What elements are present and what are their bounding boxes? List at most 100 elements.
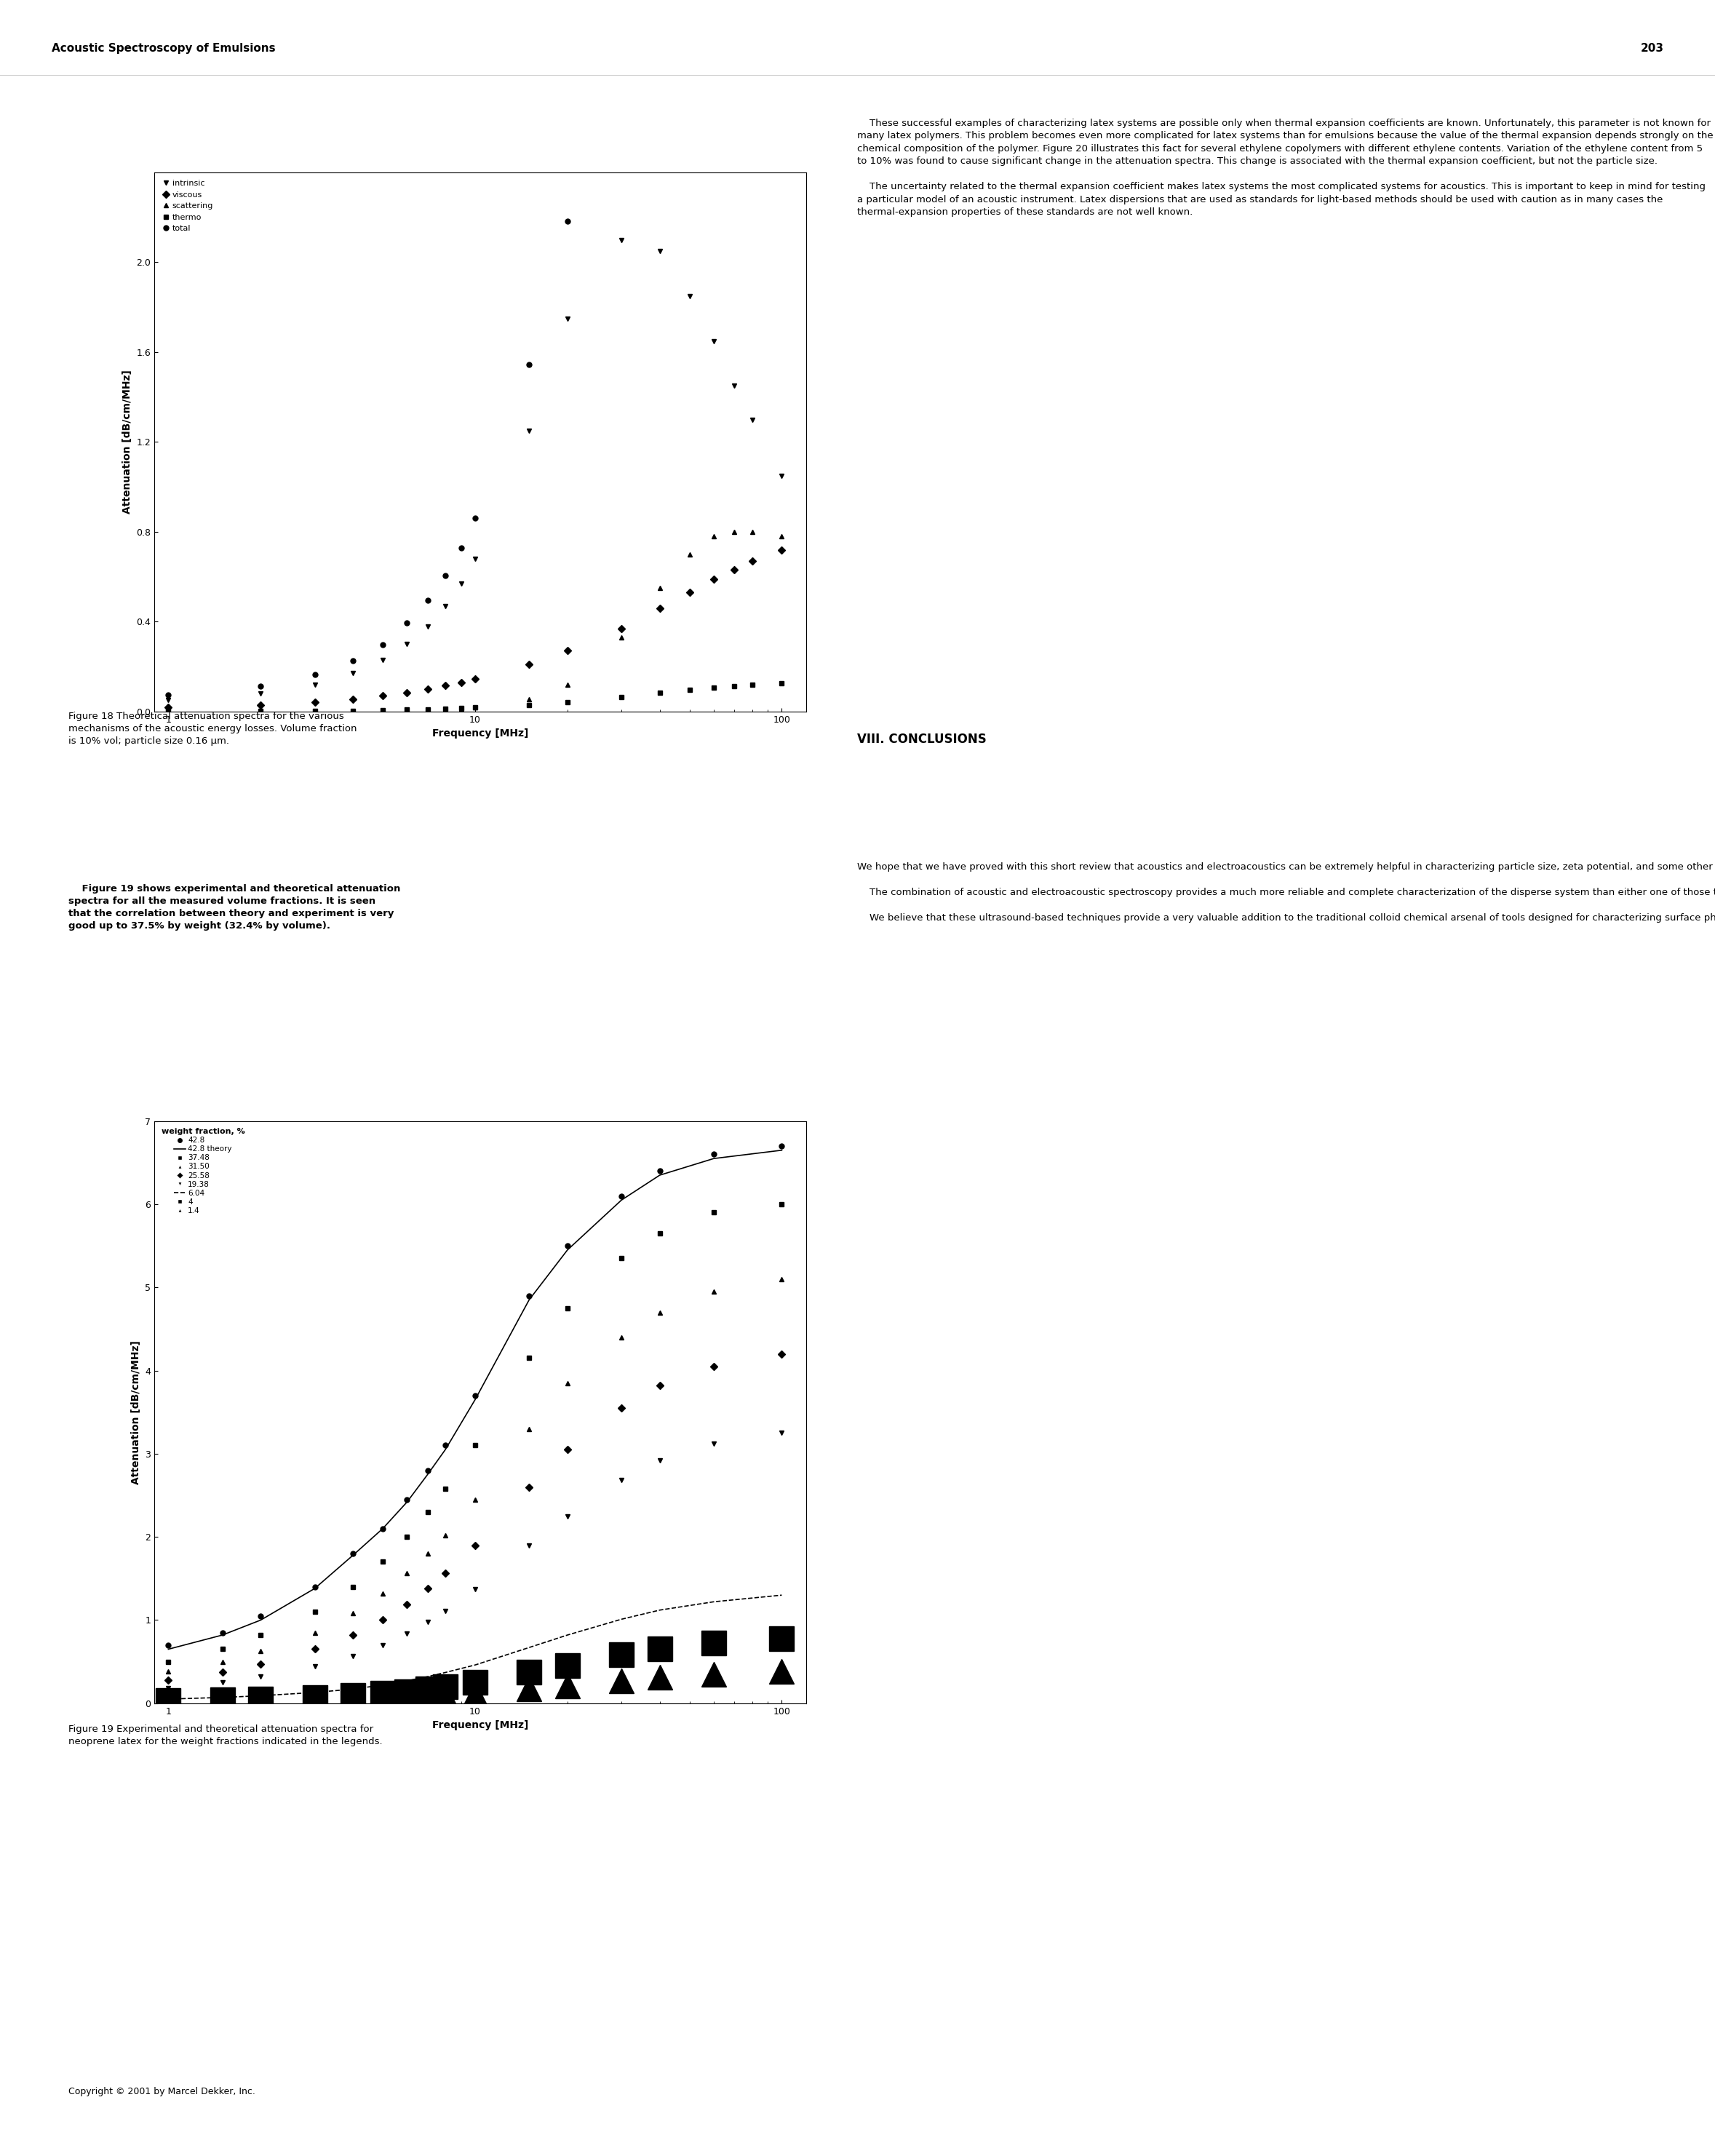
1.4 xyxy=(465,1682,485,1708)
intrinsic xyxy=(611,226,631,252)
31.50 xyxy=(436,1522,456,1548)
viscous xyxy=(772,537,792,563)
Line: 19.38: 19.38 xyxy=(166,1429,784,1690)
42.8 theory xyxy=(343,1542,364,1567)
6.04 xyxy=(158,1686,178,1712)
6.04 xyxy=(557,1621,578,1647)
6.04 xyxy=(417,1664,437,1690)
19.38 xyxy=(465,1576,485,1602)
thermo xyxy=(520,692,540,718)
31.50 xyxy=(611,1324,631,1350)
1.4 xyxy=(343,1686,364,1712)
intrinsic xyxy=(417,612,437,638)
25.58 xyxy=(250,1651,271,1677)
37.48 xyxy=(305,1600,326,1626)
1.4 xyxy=(520,1675,540,1701)
42.8 theory xyxy=(436,1436,456,1462)
4 xyxy=(611,1643,631,1669)
total xyxy=(372,632,393,658)
4 xyxy=(372,1680,393,1705)
Line: 1.4: 1.4 xyxy=(156,1658,794,1714)
Line: 31.50: 31.50 xyxy=(166,1276,784,1675)
31.50 xyxy=(520,1416,540,1442)
4 xyxy=(520,1660,540,1686)
total xyxy=(465,505,485,530)
25.58 xyxy=(520,1475,540,1501)
37.48 xyxy=(465,1432,485,1457)
thermo xyxy=(743,673,763,699)
25.58 xyxy=(650,1373,671,1399)
4 xyxy=(772,1626,792,1651)
42.8 theory xyxy=(703,1145,724,1171)
1.4 xyxy=(250,1688,271,1714)
4 xyxy=(250,1686,271,1712)
31.50 xyxy=(158,1658,178,1684)
total xyxy=(417,586,437,612)
Text: VIII. CONCLUSIONS: VIII. CONCLUSIONS xyxy=(858,733,986,746)
Line: 42.8: 42.8 xyxy=(166,1143,784,1647)
19.38 xyxy=(611,1468,631,1494)
total xyxy=(158,681,178,707)
scattering xyxy=(650,576,671,602)
37.48 xyxy=(396,1524,417,1550)
42.8 xyxy=(372,1516,393,1542)
Line: 37.48: 37.48 xyxy=(166,1201,784,1664)
Text: We hope that we have proved with this short review that acoustics and electroaco: We hope that we have proved with this sh… xyxy=(858,862,1715,923)
25.58 xyxy=(611,1395,631,1421)
6.04 xyxy=(343,1675,364,1701)
1.4 xyxy=(305,1688,326,1714)
Text: Acoustic Spectroscopy of Emulsions: Acoustic Spectroscopy of Emulsions xyxy=(51,43,276,54)
intrinsic xyxy=(465,545,485,571)
25.58 xyxy=(557,1436,578,1462)
19.38 xyxy=(250,1664,271,1690)
scattering xyxy=(520,686,540,711)
thermo xyxy=(772,671,792,696)
scattering xyxy=(250,699,271,724)
31.50 xyxy=(250,1639,271,1664)
viscous xyxy=(611,614,631,640)
viscous xyxy=(158,694,178,720)
42.8 xyxy=(417,1457,437,1483)
thermo xyxy=(372,696,393,722)
1.4 xyxy=(650,1664,671,1690)
total xyxy=(703,0,724,26)
1.4 xyxy=(436,1684,456,1710)
19.38 xyxy=(158,1675,178,1701)
42.8 theory xyxy=(158,1636,178,1662)
37.48 xyxy=(343,1574,364,1600)
viscous xyxy=(250,692,271,718)
42.8 theory xyxy=(213,1621,233,1647)
total xyxy=(520,351,540,377)
42.8 theory xyxy=(611,1188,631,1214)
thermo xyxy=(396,696,417,722)
viscous xyxy=(650,595,671,621)
Line: viscous: viscous xyxy=(166,548,784,709)
thermo xyxy=(436,696,456,722)
1.4 xyxy=(213,1688,233,1714)
total xyxy=(611,56,631,82)
6.04 xyxy=(250,1684,271,1710)
total xyxy=(772,93,792,119)
19.38 xyxy=(436,1598,456,1623)
intrinsic xyxy=(372,647,393,673)
thermo xyxy=(650,679,671,705)
31.50 xyxy=(372,1580,393,1606)
1.4 xyxy=(396,1686,417,1712)
Y-axis label: Attenuation [dB/cm/MHz]: Attenuation [dB/cm/MHz] xyxy=(122,371,132,513)
4 xyxy=(305,1684,326,1710)
4 xyxy=(396,1680,417,1705)
intrinsic xyxy=(343,660,364,686)
intrinsic xyxy=(557,306,578,332)
42.8 xyxy=(703,1141,724,1166)
thermo xyxy=(343,699,364,724)
4 xyxy=(557,1654,578,1680)
25.58 xyxy=(213,1660,233,1686)
viscous xyxy=(679,580,700,606)
25.58 xyxy=(703,1354,724,1380)
42.8 xyxy=(772,1134,792,1160)
37.48 xyxy=(520,1345,540,1371)
X-axis label: Frequency [MHz]: Frequency [MHz] xyxy=(432,729,528,740)
31.50 xyxy=(396,1561,417,1587)
6.04 xyxy=(396,1669,417,1695)
viscous xyxy=(465,666,485,692)
